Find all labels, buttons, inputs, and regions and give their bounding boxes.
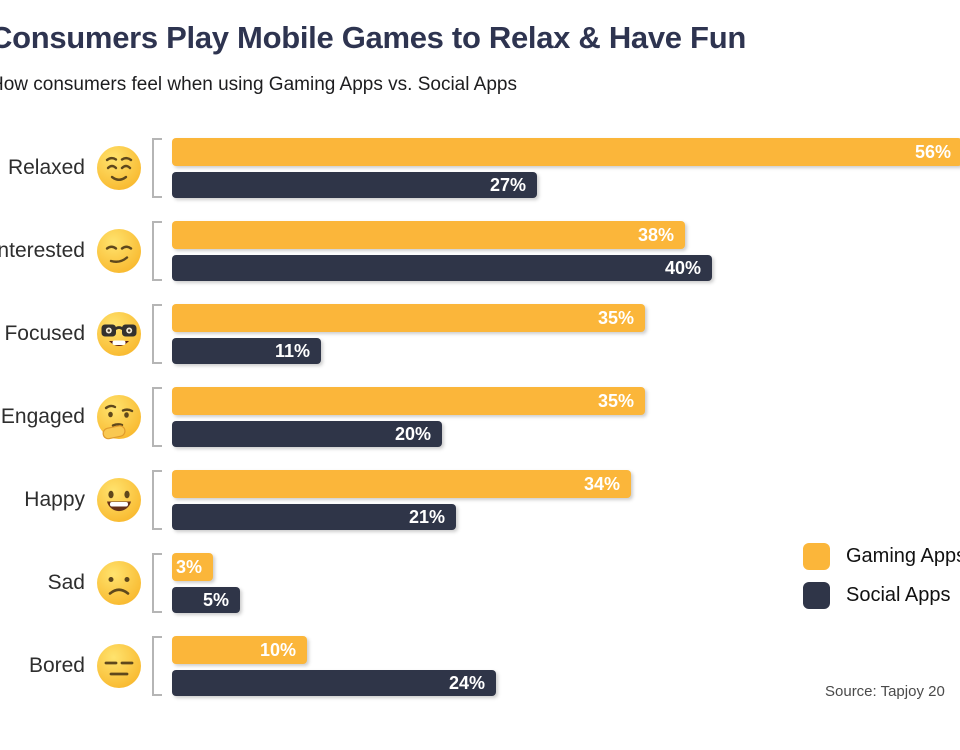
- bar-value-label: 38%: [637, 224, 674, 245]
- chart-row-focused: Focused 35% 11%: [0, 304, 960, 364]
- bar-value-label: 35%: [597, 390, 634, 411]
- gaming-apps-bar: 34%: [172, 470, 631, 498]
- bar-value-label: 40%: [664, 257, 701, 278]
- bar-value-label: 10%: [259, 639, 296, 660]
- category-label: Interested: [0, 239, 85, 262]
- legend-label: Gaming Apps: [846, 545, 960, 567]
- category-label: Happy: [24, 488, 85, 511]
- chart-row-bored: Bored 10% 24%: [0, 636, 960, 696]
- social-apps-bar: 11%: [172, 338, 321, 364]
- social-apps-bar: 21%: [172, 504, 456, 530]
- row-bracket: [152, 636, 162, 696]
- legend-item-social-apps: Social Apps: [803, 582, 960, 609]
- chart-row-relaxed: Relaxed 56% 27%: [0, 138, 960, 198]
- chart-row-sad: Sad 3% 5%: [0, 553, 960, 613]
- bar-value-label: 21%: [408, 506, 445, 527]
- row-bracket: [152, 138, 162, 198]
- bar-value-label: 35%: [597, 307, 634, 328]
- legend-label: Social Apps: [846, 584, 951, 606]
- source-note: Source: Tapjoy 20: [825, 683, 945, 700]
- social-apps-bar: 40%: [172, 255, 712, 281]
- category-label: Relaxed: [7, 156, 85, 179]
- gaming-apps-bar: 10%: [172, 636, 307, 664]
- grinning-face-emoji: [96, 477, 142, 523]
- chart-row-happy: Happy 34% 21%: [0, 470, 960, 530]
- bar-value-label: 56%: [914, 141, 951, 162]
- bar-pair: 10% 24%: [172, 636, 496, 696]
- category-label: Focused: [4, 322, 85, 345]
- bar-value-label: 5%: [202, 589, 229, 610]
- bar-value-label: 11%: [274, 340, 310, 361]
- social-apps-bar: 20%: [172, 421, 442, 447]
- category-label: Sad: [47, 571, 85, 594]
- legend-item-gaming-apps: Gaming Apps: [803, 543, 960, 570]
- row-bracket: [152, 470, 162, 530]
- bar-pair: 35% 11%: [172, 304, 645, 364]
- row-bracket: [152, 221, 162, 281]
- nerd-face-emoji: [96, 311, 142, 357]
- bar-pair: 3% 5%: [172, 553, 240, 613]
- chart-row-engaged: Engaged 35% 20%: [0, 387, 960, 447]
- bar-value-label: 34%: [583, 473, 620, 494]
- bar-pair: 56% 27%: [172, 138, 960, 198]
- chart-title: Consumers Play Mobile Games to Relax & H…: [0, 20, 746, 55]
- bar-pair: 38% 40%: [172, 221, 712, 281]
- row-bracket: [152, 387, 162, 447]
- gaming-apps-bar: 38%: [172, 221, 685, 249]
- bar-value-label: 3%: [175, 556, 202, 577]
- row-bracket: [152, 304, 162, 364]
- bar-value-label: 24%: [448, 672, 485, 693]
- row-bracket: [152, 553, 162, 613]
- gaming-apps-bar: 35%: [172, 304, 645, 332]
- relieved-face-emoji: [96, 145, 142, 191]
- smirking-face-emoji: [96, 228, 142, 274]
- gaming-apps-swatch: [803, 543, 830, 570]
- social-apps-swatch: [803, 582, 830, 609]
- chart-subtitle: How consumers feel when using Gaming App…: [0, 74, 517, 95]
- expressionless-face-emoji: [96, 643, 142, 689]
- social-apps-bar: 5%: [172, 587, 240, 613]
- gaming-apps-bar: 35%: [172, 387, 645, 415]
- category-label: Bored: [28, 654, 85, 677]
- gaming-apps-bar: 3%: [172, 553, 213, 581]
- frowning-face-emoji: [96, 560, 142, 606]
- chart-row-interested: Interested 38% 40%: [0, 221, 960, 281]
- bar-pair: 35% 20%: [172, 387, 645, 447]
- social-apps-bar: 27%: [172, 172, 537, 198]
- bar-value-label: 20%: [394, 423, 431, 444]
- bar-pair: 34% 21%: [172, 470, 631, 530]
- social-apps-bar: 24%: [172, 670, 496, 696]
- category-label: Engaged: [0, 405, 85, 428]
- thinking-face-emoji: [96, 394, 142, 440]
- gaming-apps-bar: 56%: [172, 138, 960, 166]
- legend: Gaming Apps Social Apps: [803, 543, 960, 621]
- bar-value-label: 27%: [489, 174, 526, 195]
